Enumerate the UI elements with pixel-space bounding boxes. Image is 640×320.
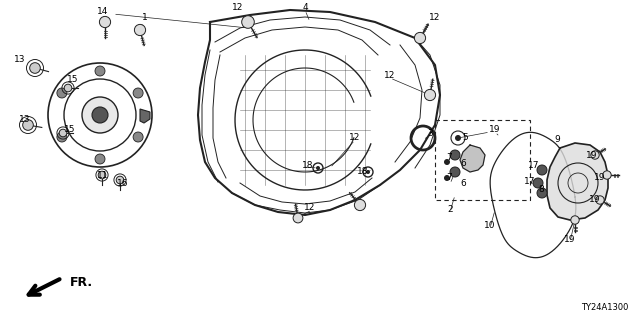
Text: 8: 8: [538, 186, 544, 195]
Circle shape: [603, 171, 611, 179]
Circle shape: [450, 167, 460, 177]
Text: 19: 19: [595, 173, 605, 182]
Circle shape: [95, 154, 105, 164]
Circle shape: [134, 24, 146, 36]
Text: 1: 1: [142, 13, 148, 22]
Circle shape: [591, 151, 599, 159]
Circle shape: [571, 216, 579, 224]
Text: 16: 16: [117, 179, 129, 188]
Polygon shape: [140, 109, 150, 123]
Text: 12: 12: [232, 4, 244, 12]
Circle shape: [64, 84, 72, 92]
Circle shape: [415, 32, 426, 44]
Circle shape: [596, 196, 604, 204]
Text: 18: 18: [302, 161, 314, 170]
Circle shape: [92, 107, 108, 123]
Text: 7: 7: [446, 173, 452, 182]
Circle shape: [22, 120, 33, 130]
Text: 15: 15: [64, 125, 76, 134]
Text: 13: 13: [19, 116, 31, 124]
Circle shape: [537, 188, 547, 198]
Text: 7: 7: [446, 153, 452, 162]
Text: FR.: FR.: [70, 276, 93, 290]
Text: 5: 5: [462, 133, 468, 142]
Circle shape: [29, 63, 40, 73]
Text: 17: 17: [528, 161, 540, 170]
Circle shape: [424, 89, 436, 100]
Text: 6: 6: [460, 180, 466, 188]
Text: 3: 3: [427, 129, 433, 138]
Circle shape: [116, 176, 124, 184]
Text: 13: 13: [14, 55, 26, 65]
Circle shape: [60, 129, 67, 137]
Text: 12: 12: [304, 204, 316, 212]
Circle shape: [57, 88, 67, 98]
Text: 19: 19: [564, 236, 576, 244]
Text: 4: 4: [302, 4, 308, 12]
Circle shape: [455, 135, 461, 141]
Circle shape: [316, 166, 320, 170]
Circle shape: [537, 165, 547, 175]
Text: 11: 11: [97, 171, 109, 180]
Circle shape: [242, 16, 254, 28]
Circle shape: [82, 97, 118, 133]
Circle shape: [98, 171, 106, 179]
Bar: [435, 120, 530, 200]
Text: 15: 15: [67, 76, 79, 84]
Text: 10: 10: [484, 220, 496, 229]
Text: 12: 12: [384, 70, 396, 79]
Text: 9: 9: [554, 135, 560, 145]
Circle shape: [444, 159, 450, 165]
Circle shape: [57, 132, 67, 142]
Text: 12: 12: [429, 13, 441, 22]
Text: 12: 12: [349, 133, 361, 142]
Text: 6: 6: [460, 158, 466, 167]
Text: 18: 18: [357, 167, 369, 177]
Circle shape: [450, 150, 460, 160]
Polygon shape: [547, 143, 608, 220]
Polygon shape: [460, 145, 485, 172]
Circle shape: [95, 66, 105, 76]
Circle shape: [293, 213, 303, 223]
Circle shape: [444, 175, 450, 181]
Circle shape: [133, 132, 143, 142]
Circle shape: [355, 199, 365, 211]
Circle shape: [133, 88, 143, 98]
Text: 19: 19: [586, 150, 598, 159]
Text: 19: 19: [489, 125, 500, 134]
Text: 17: 17: [524, 178, 536, 187]
Circle shape: [533, 178, 543, 188]
Text: 14: 14: [97, 7, 109, 17]
Text: 19: 19: [589, 196, 601, 204]
Circle shape: [99, 16, 111, 28]
Text: TY24A1300: TY24A1300: [580, 303, 628, 312]
Circle shape: [366, 170, 370, 174]
Text: 2: 2: [447, 205, 453, 214]
